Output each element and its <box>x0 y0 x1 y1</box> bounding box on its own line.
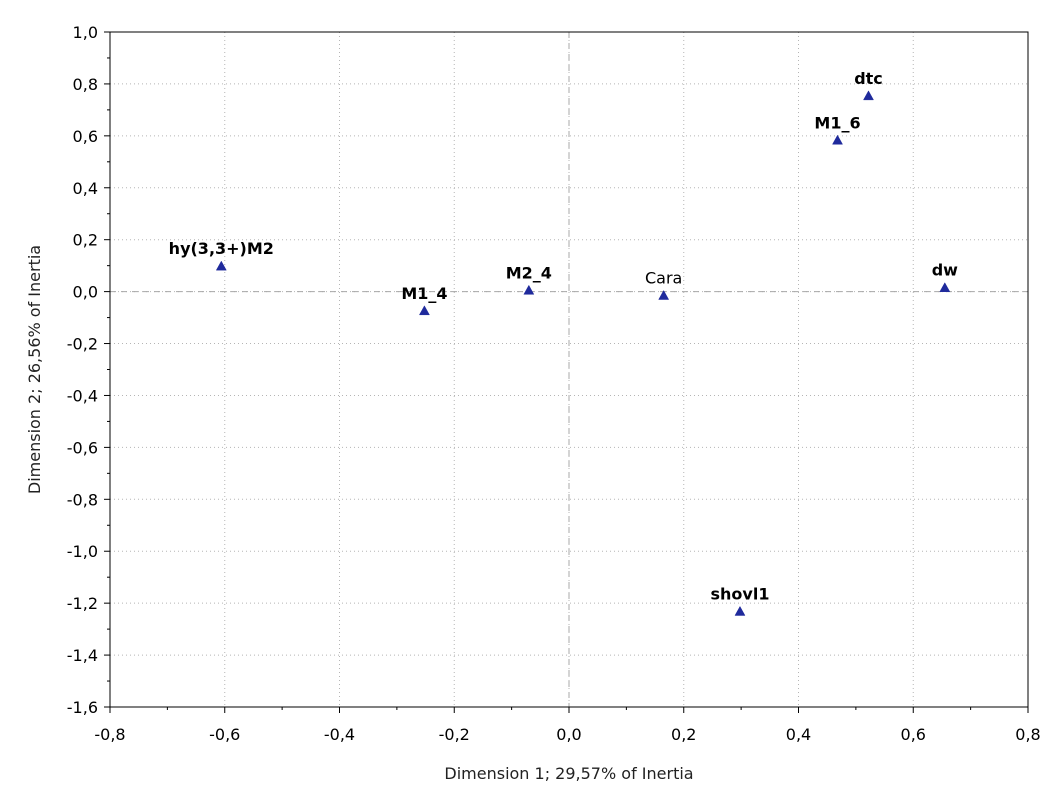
data-point-label: M1_4 <box>401 284 447 303</box>
data-point-label: dtc <box>854 69 883 88</box>
x-tick-label: 0,6 <box>901 725 926 744</box>
data-point-marker <box>523 284 535 295</box>
y-tick-label: -1,2 <box>67 594 98 613</box>
y-tick-label: 1,0 <box>73 23 98 42</box>
y-tick-label: 0,2 <box>73 231 98 250</box>
x-tick-label: 0,4 <box>786 725 811 744</box>
y-tick-label: 0,6 <box>73 127 98 146</box>
y-tick-label: -1,0 <box>67 542 98 561</box>
x-tick-label: -0,4 <box>324 725 355 744</box>
x-axis-title: Dimension 1; 29,57% of Inertia <box>444 764 693 783</box>
y-axis-title: Dimension 2; 26,56% of Inertia <box>25 245 44 494</box>
y-tick-label: 0,8 <box>73 75 98 94</box>
y-tick-label: -1,4 <box>67 646 98 665</box>
axis-ticks: -0,8 -0,6 -0,4 -0,2 0,0 0,2 0,4 0,6 0,8 1,0 0,8 0,6… <box>67 23 1041 744</box>
x-tick-label: -0,2 <box>439 725 470 744</box>
y-tick-label: -0,2 <box>67 335 98 354</box>
data-point-label: hy(3,3+)M2 <box>169 239 274 258</box>
data-point-label: shovl1 <box>711 584 770 603</box>
y-tick-label: 0,0 <box>73 283 98 302</box>
x-tick-label: 0,0 <box>556 725 581 744</box>
data-point-marker <box>863 90 874 101</box>
x-tick-label: 0,2 <box>671 725 696 744</box>
x-tick-label: 0,8 <box>1015 725 1040 744</box>
data-point-label: M1_6 <box>814 113 860 132</box>
data-point-label: M2_4 <box>506 263 552 282</box>
data-point-marker <box>939 282 951 292</box>
data-point-marker <box>418 305 430 316</box>
x-tick-label: -0,8 <box>94 725 125 744</box>
data-point-marker <box>734 605 746 616</box>
data-point-marker <box>832 134 843 145</box>
data-point-label: Cara <box>645 269 682 288</box>
data-point-marker <box>658 289 670 300</box>
reference-lines <box>110 32 1028 707</box>
y-tick-label: -0,6 <box>67 438 98 457</box>
data-points: hy(3,3+)M2 M1_4 M2_4 Cara dtc M1_6dw shovl1 <box>169 69 958 616</box>
y-tick-label: -0,4 <box>67 386 98 405</box>
y-tick-label: 0,4 <box>73 179 98 198</box>
y-tick-label: -1,6 <box>67 698 98 717</box>
x-tick-label: -0,6 <box>209 725 240 744</box>
data-point-marker <box>215 260 227 271</box>
data-point-label: dw <box>932 261 958 280</box>
y-tick-label: -0,8 <box>67 490 98 509</box>
